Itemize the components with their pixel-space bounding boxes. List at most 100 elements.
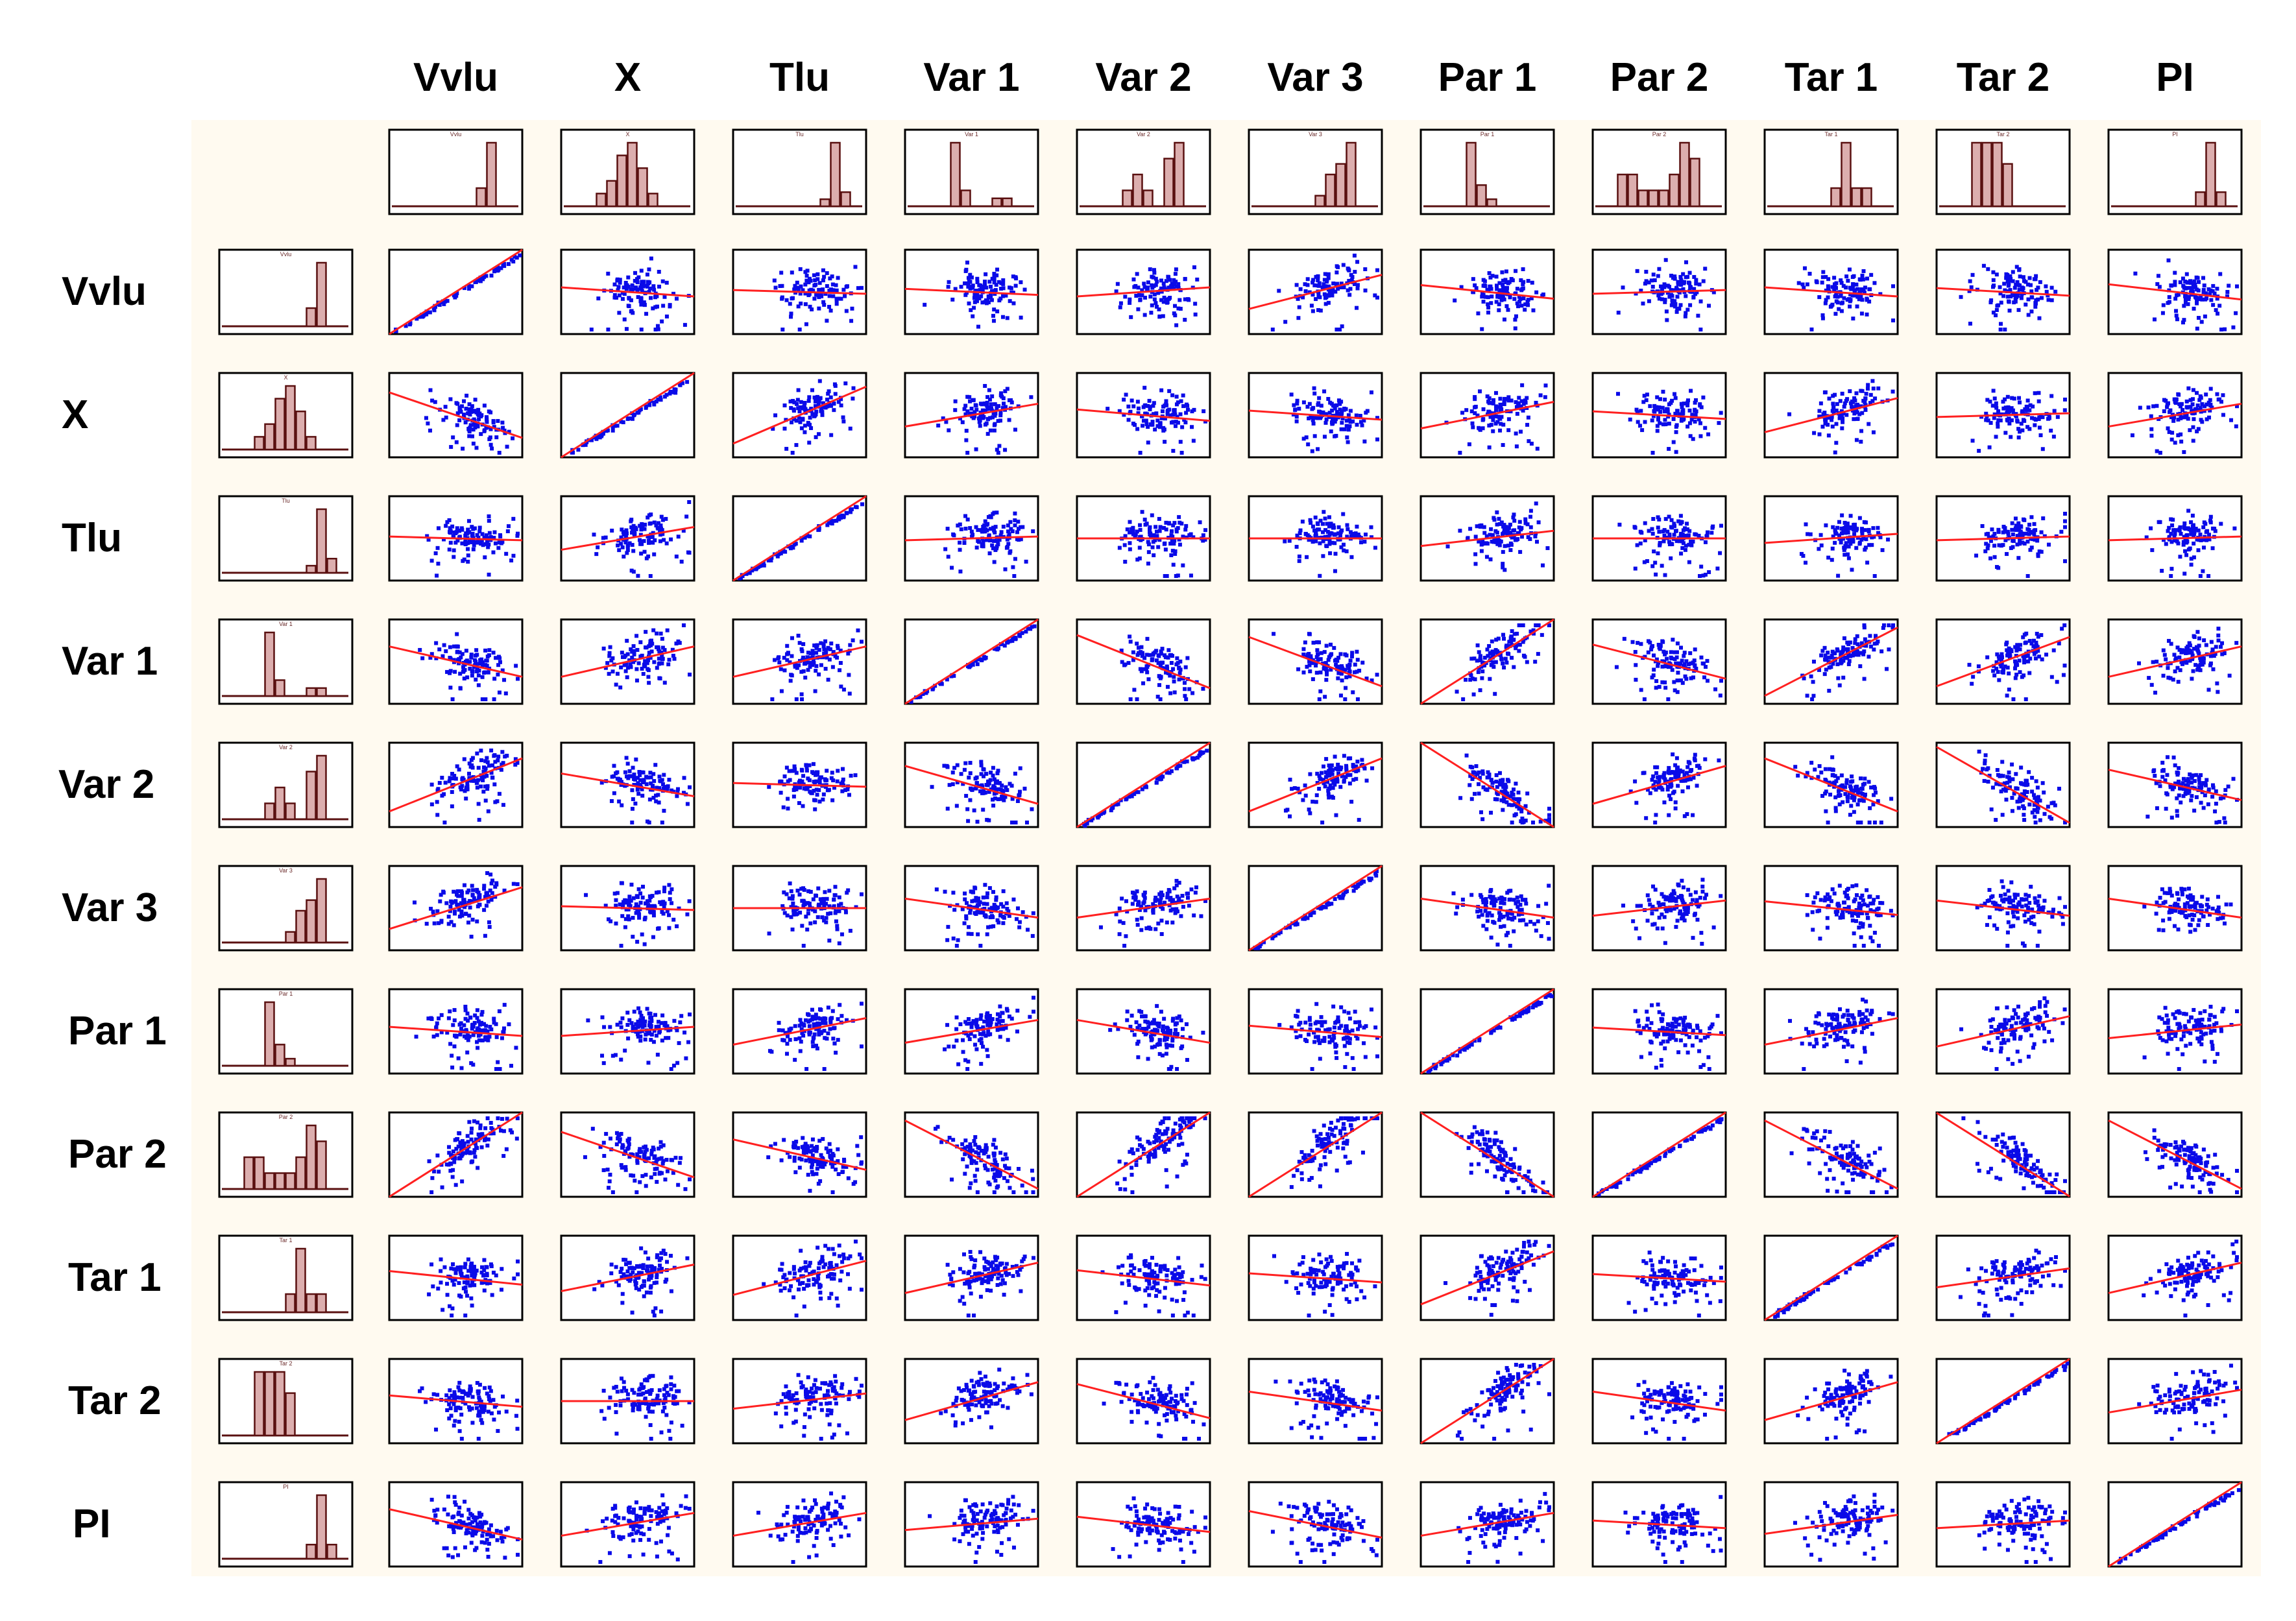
scatter-point	[483, 555, 487, 560]
scatter-point	[1355, 649, 1359, 654]
scatter-point	[1166, 671, 1170, 675]
scatter-point	[1686, 398, 1690, 403]
scatter-point	[988, 428, 993, 433]
scatter-point	[980, 658, 984, 662]
scatter-point	[762, 563, 766, 568]
scatter-point	[482, 403, 487, 408]
scatter-point	[1369, 535, 1373, 540]
scatter-point	[635, 411, 640, 415]
scatter-point	[1159, 289, 1164, 294]
scatter-point	[1490, 649, 1495, 654]
scatter-point	[685, 379, 690, 384]
scatter-point	[471, 441, 476, 446]
scatter-point	[747, 571, 752, 575]
scatter-point	[2033, 650, 2038, 654]
scatter-point	[1352, 254, 1357, 258]
scatter-point	[1495, 294, 1500, 299]
scatter-point	[1140, 293, 1144, 298]
scatter-point	[1011, 301, 1016, 306]
scatter-point	[806, 293, 811, 298]
scatter-point	[1156, 291, 1161, 295]
scatter-point	[2219, 522, 2223, 526]
scatter-point	[626, 285, 631, 289]
scatter-point	[1996, 530, 2001, 534]
scatter-point	[642, 280, 646, 284]
scatter-point	[1517, 299, 1522, 304]
scatter-point	[1333, 532, 1338, 536]
scatter-point	[1489, 527, 1493, 531]
scatter-point	[647, 267, 651, 272]
scatter-point	[1177, 537, 1181, 542]
scatter-point	[1830, 546, 1835, 551]
scatter-point	[848, 643, 852, 647]
scatter-point	[1837, 520, 1842, 524]
scatter-point	[1471, 277, 1475, 282]
scatter-point	[2183, 538, 2188, 542]
scatter-point	[2044, 289, 2049, 294]
scatter-point	[1886, 537, 1891, 542]
scatter-point	[465, 675, 470, 680]
scatter-point	[656, 327, 660, 331]
scatter-point	[1330, 287, 1335, 291]
scatter-point	[657, 269, 661, 274]
scatter-point	[657, 656, 661, 661]
scatter-point	[1986, 543, 1990, 547]
scatter-point	[2031, 404, 2035, 409]
scatter-point	[1336, 287, 1340, 291]
scatter-point	[2196, 288, 2201, 293]
scatter-point	[835, 643, 840, 648]
scatter-point	[2207, 537, 2212, 542]
row-label-pi: PI	[73, 1502, 111, 1546]
scatter-point	[1536, 652, 1540, 656]
scatter-point	[2217, 304, 2222, 308]
scatter-point	[2213, 652, 2217, 656]
scatter-point	[444, 649, 448, 653]
scatter-point	[1891, 284, 1895, 289]
scatter-point	[2035, 287, 2039, 292]
scatter-point	[659, 631, 663, 636]
scatter-point	[1991, 534, 1996, 538]
scatter-point	[1301, 653, 1306, 657]
scatter-point	[1172, 690, 1177, 695]
scatter-point	[1323, 534, 1327, 539]
scatter-point	[1857, 542, 1862, 546]
scatter-point	[2037, 654, 2042, 659]
scatter-point	[946, 285, 950, 289]
scatter-point	[1494, 414, 1499, 418]
scatter-point	[1135, 697, 1139, 701]
scatter-point	[779, 270, 784, 275]
histogram-bar	[1132, 173, 1143, 208]
scatter-point	[1689, 676, 1693, 680]
scatter-point	[1294, 544, 1299, 549]
scatter-point	[471, 547, 476, 551]
scatter-point	[2039, 549, 2044, 554]
scatter-point	[2011, 545, 2015, 549]
scatter-point	[1024, 559, 1028, 564]
scatter-point	[1673, 396, 1678, 400]
scatter-point	[1872, 281, 1877, 285]
scatter-point	[1309, 521, 1313, 525]
scatter-point	[1860, 298, 1865, 302]
scatter-point	[424, 312, 429, 317]
scatter-point	[808, 304, 812, 309]
scatter-point	[2177, 655, 2182, 660]
scatter-point	[1687, 560, 1691, 564]
scatter-point	[470, 284, 474, 289]
scatter-point	[1192, 265, 1196, 270]
left-histogram-var-1: Var 1	[218, 618, 354, 705]
regression-line	[732, 385, 867, 445]
scatter-point	[2179, 404, 2183, 409]
scatter-point	[1345, 435, 1349, 440]
scatter-point	[1482, 279, 1487, 283]
scatter-point	[1203, 419, 1207, 424]
scatter-cell-vvlu-vs-par-1	[1420, 248, 1555, 335]
scatter-point	[1809, 674, 1813, 678]
scatter-point	[1640, 428, 1645, 433]
scatter-point	[2063, 559, 2067, 564]
histogram-bar	[316, 508, 327, 574]
scatter-point	[1848, 292, 1853, 296]
scatter-point	[813, 403, 817, 408]
scatter-points	[1799, 513, 1891, 578]
scatter-point	[1167, 522, 1172, 526]
scatter-point	[843, 381, 848, 386]
